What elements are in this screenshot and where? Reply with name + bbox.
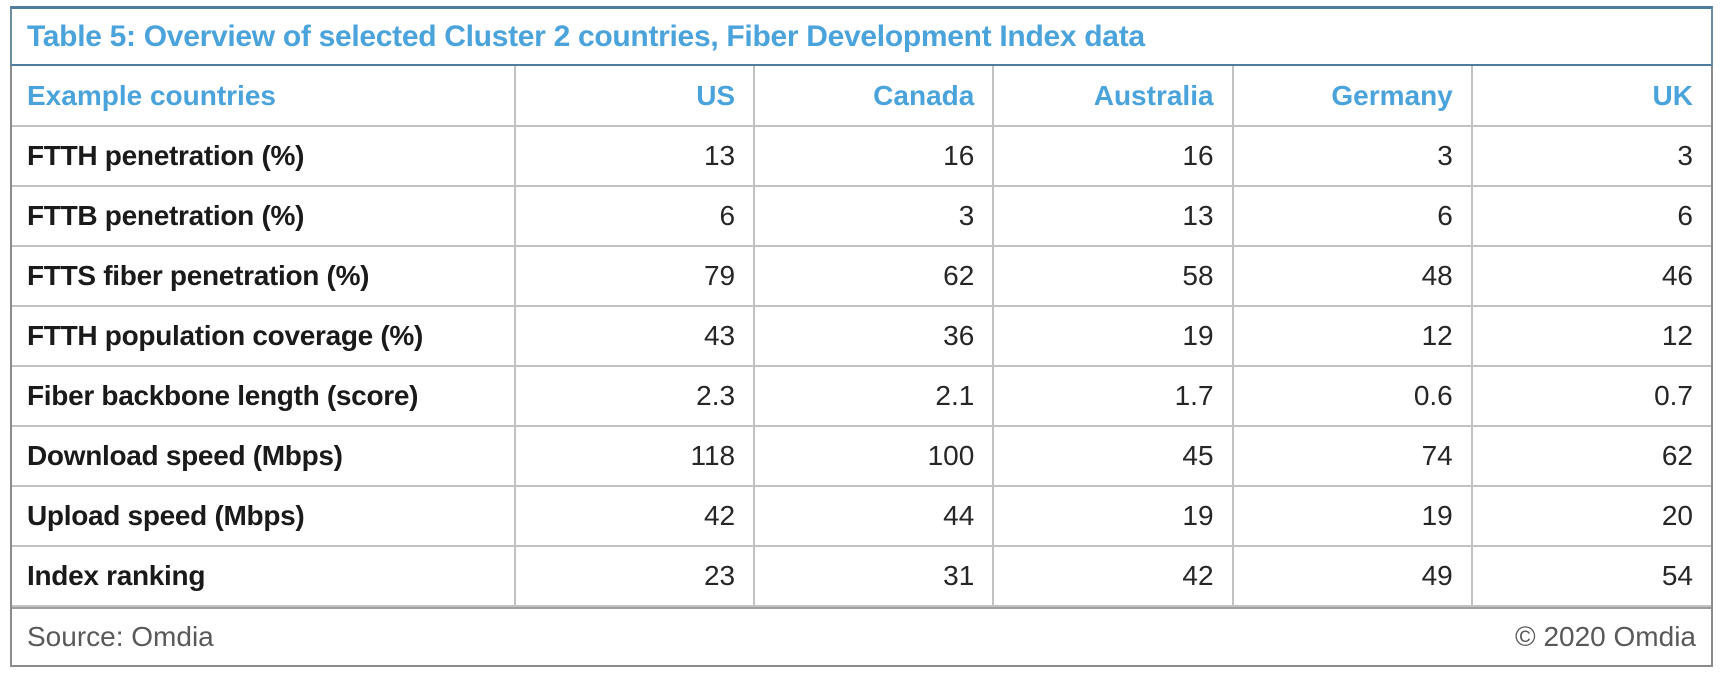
header-col-us: US	[513, 66, 756, 127]
table-cell: 19	[1231, 485, 1473, 547]
table-cell: 74	[1231, 425, 1473, 487]
table-cell: 0.6	[1231, 365, 1473, 427]
table-cell: 44	[753, 485, 995, 547]
table-cell: 6	[1231, 185, 1473, 247]
table-cell: 42	[992, 545, 1234, 607]
table-row: Download speed (Mbps) 118 100 45 74 62	[12, 425, 1711, 487]
table-cell: 13	[513, 125, 756, 187]
table-row: FTTH population coverage (%) 43 36 19 12 12	[12, 305, 1711, 367]
table-cell: 16	[753, 125, 995, 187]
table-footer: Source: Omdia © 2020 Omdia	[12, 607, 1711, 665]
table-cell: 16	[992, 125, 1234, 187]
row-label: FTTH population coverage (%)	[12, 305, 516, 367]
table-cell: 0.7	[1470, 365, 1711, 427]
table-cell: 62	[753, 245, 995, 307]
row-label: Fiber backbone length (score)	[12, 365, 516, 427]
table-cell: 13	[992, 185, 1234, 247]
table-grid: Example countries US Canada Australia Germa…	[10, 66, 1713, 667]
row-label: Index ranking	[12, 545, 516, 607]
table-cell: 2.3	[513, 365, 756, 427]
table-row: FTTH penetration (%) 13 16 16 3 3	[12, 125, 1711, 187]
table-cell: 43	[513, 305, 756, 367]
table-cell: 46	[1470, 245, 1711, 307]
fiber-index-table-figure: Table 5: Overview of selected Cluster 2 …	[10, 6, 1713, 667]
table-title: Table 5: Overview of selected Cluster 2 …	[10, 6, 1713, 66]
table-cell: 12	[1231, 305, 1473, 367]
header-col-uk: UK	[1470, 66, 1711, 127]
table-cell: 6	[1470, 185, 1711, 247]
header-col-germany: Germany	[1231, 66, 1473, 127]
table-cell: 49	[1231, 545, 1473, 607]
table-row: FTTS fiber penetration (%) 79 62 58 48 46	[12, 245, 1711, 307]
table-cell: 3	[1470, 125, 1711, 187]
table-cell: 58	[992, 245, 1234, 307]
table-cell: 3	[1231, 125, 1473, 187]
header-col-canada: Canada	[753, 66, 995, 127]
table-cell: 20	[1470, 485, 1711, 547]
row-label: FTTH penetration (%)	[12, 125, 516, 187]
table-row: Upload speed (Mbps) 42 44 19 19 20	[12, 485, 1711, 547]
table-cell: 19	[992, 305, 1234, 367]
table-cell: 79	[513, 245, 756, 307]
header-example-countries: Example countries	[12, 66, 516, 127]
table-cell: 31	[753, 545, 995, 607]
table-cell: 3	[753, 185, 995, 247]
table-row: Fiber backbone length (score) 2.3 2.1 1.7 0.…	[12, 365, 1711, 427]
row-label: Upload speed (Mbps)	[12, 485, 516, 547]
table-cell: 12	[1470, 305, 1711, 367]
copyright-text: © 2020 Omdia	[1515, 621, 1696, 652]
table-cell: 62	[1470, 425, 1711, 487]
table-cell: 118	[513, 425, 756, 487]
row-label: Download speed (Mbps)	[12, 425, 516, 487]
table-row: Index ranking 23 31 42 49 54	[12, 545, 1711, 607]
data-table: Example countries US Canada Australia Germa…	[12, 66, 1711, 607]
header-col-australia: Australia	[992, 66, 1234, 127]
table-cell: 23	[513, 545, 756, 607]
table-cell: 36	[753, 305, 995, 367]
table-cell: 1.7	[992, 365, 1234, 427]
table-row: FTTB penetration (%) 6 3 13 6 6	[12, 185, 1711, 247]
table-cell: 45	[992, 425, 1234, 487]
table-cell: 54	[1470, 545, 1711, 607]
table-cell: 42	[513, 485, 756, 547]
table-cell: 2.1	[753, 365, 995, 427]
table-cell: 100	[753, 425, 995, 487]
source-text: Source: Omdia	[27, 621, 214, 652]
table-cell: 48	[1231, 245, 1473, 307]
table-cell: 6	[513, 185, 756, 247]
table-cell: 19	[992, 485, 1234, 547]
header-row: Example countries US Canada Australia Germa…	[12, 66, 1711, 127]
row-label: FTTB penetration (%)	[12, 185, 516, 247]
row-label: FTTS fiber penetration (%)	[12, 245, 516, 307]
